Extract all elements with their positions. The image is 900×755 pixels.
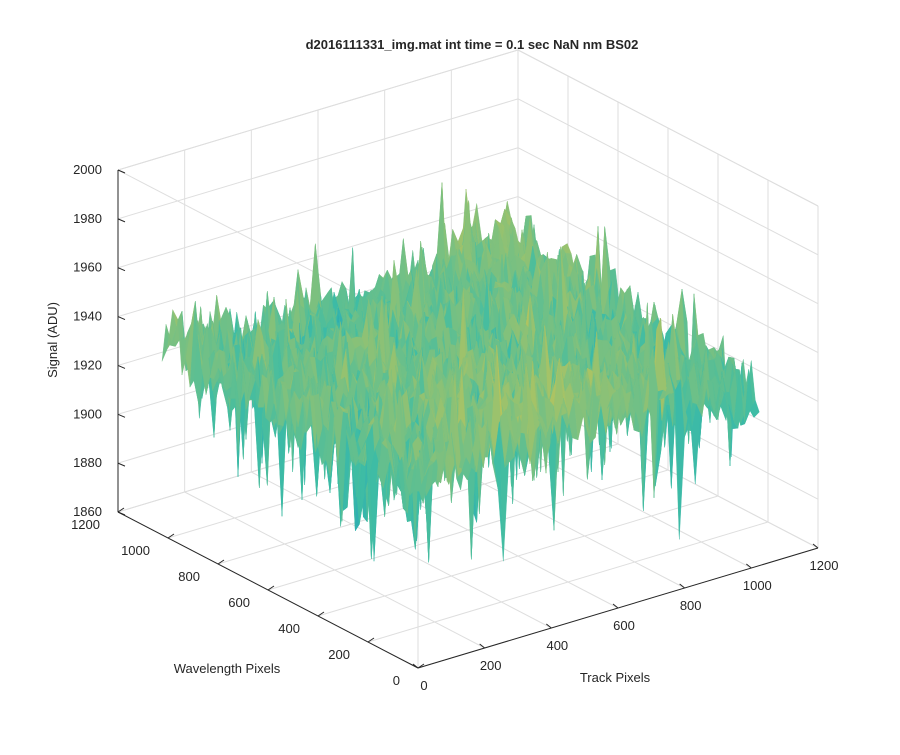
x-tick bbox=[479, 643, 485, 649]
y-tick bbox=[117, 507, 125, 513]
chart-title: d2016111331_img.mat int time = 0.1 sec N… bbox=[306, 37, 639, 52]
z-tick-label: 1880 bbox=[73, 455, 102, 470]
x-tick-label: 600 bbox=[613, 618, 635, 633]
z-tick bbox=[117, 267, 126, 272]
z-axis-label: Signal (ADU) bbox=[45, 302, 60, 378]
z-tick bbox=[117, 511, 126, 516]
grid-line-z-backwall bbox=[117, 49, 519, 171]
label-layer: 0 200 400 600 800 1000 1200 0 200 400 600 800 1000 12… bbox=[71, 162, 838, 693]
y-tick-label: 200 bbox=[328, 647, 350, 662]
y-tick bbox=[417, 663, 425, 669]
z-tick bbox=[117, 462, 126, 467]
grid-line-z-sidewall bbox=[517, 196, 819, 354]
z-tick-label: 1900 bbox=[73, 406, 102, 421]
z-tick-label: 1960 bbox=[73, 260, 102, 275]
grid-line-z-backwall bbox=[117, 98, 519, 220]
y-tick-label: 600 bbox=[228, 595, 250, 610]
grid-line-y-floor bbox=[267, 469, 669, 591]
x-tick bbox=[746, 563, 752, 569]
surface-layer bbox=[161, 182, 760, 563]
y-tick-label: 0 bbox=[393, 673, 400, 688]
y-tick bbox=[217, 559, 225, 565]
z-tick bbox=[117, 169, 126, 174]
grid-line-z-sidewall bbox=[517, 98, 819, 256]
z-tick bbox=[117, 218, 126, 223]
x-tick-label: 200 bbox=[480, 658, 502, 673]
y-tick bbox=[317, 611, 325, 617]
x-tick bbox=[412, 663, 419, 669]
x-tick-label: 800 bbox=[680, 598, 702, 613]
y-tick bbox=[367, 637, 375, 643]
z-tick bbox=[117, 316, 126, 321]
surface-patch bbox=[749, 399, 760, 418]
grid-line-z-backwall bbox=[117, 196, 519, 318]
x-axis-label: Track Pixels bbox=[580, 670, 651, 685]
grid-line-y-floor bbox=[317, 495, 719, 617]
x-tick bbox=[679, 583, 685, 589]
y-tick bbox=[167, 533, 175, 539]
x-tick bbox=[546, 623, 552, 629]
y-tick-label: 800 bbox=[178, 569, 200, 584]
x-tick-label: 400 bbox=[546, 638, 568, 653]
y-tick-label: 1200 bbox=[71, 517, 100, 532]
z-tick bbox=[117, 413, 126, 418]
x-tick-label: 0 bbox=[420, 678, 427, 693]
z-tick-label: 1940 bbox=[73, 309, 102, 324]
y-tick-label: 400 bbox=[278, 621, 300, 636]
grid-line-z-backwall bbox=[117, 147, 519, 269]
grid-line-z-sidewall bbox=[517, 147, 819, 305]
x-tick bbox=[812, 543, 819, 549]
z-tick-label: 1980 bbox=[73, 211, 102, 226]
x-tick-label: 1000 bbox=[743, 578, 772, 593]
z-tick bbox=[117, 364, 126, 369]
axis-layer bbox=[117, 169, 819, 669]
grid-line-y-floor bbox=[367, 521, 769, 643]
grid-line-z-sidewall bbox=[517, 49, 819, 207]
z-tick-label: 2000 bbox=[73, 162, 102, 177]
z-tick-label: 1860 bbox=[73, 504, 102, 519]
y-tick bbox=[267, 585, 275, 591]
y-axis-label: Wavelength Pixels bbox=[174, 661, 281, 676]
x-tick bbox=[612, 603, 619, 609]
x-tick-label: 1200 bbox=[810, 558, 839, 573]
y-tick-label: 1000 bbox=[121, 543, 150, 558]
z-tick-label: 1920 bbox=[73, 357, 102, 372]
